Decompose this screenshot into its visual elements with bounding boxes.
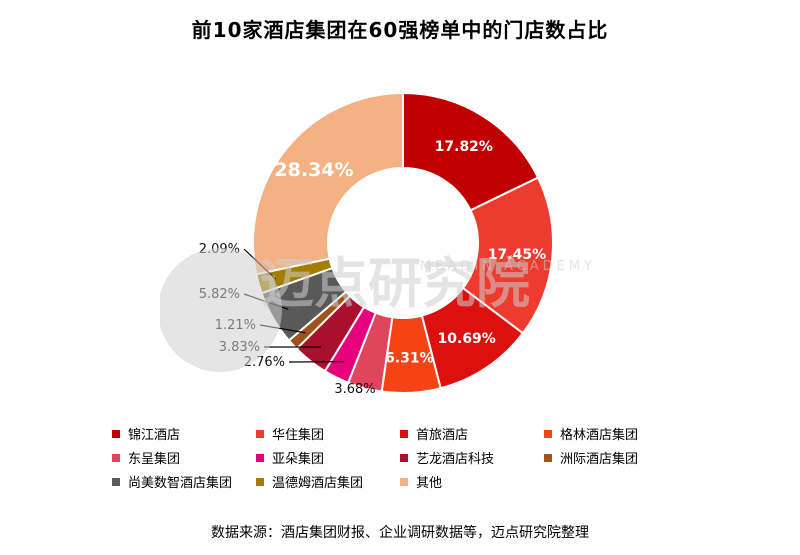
legend-item: 其他: [400, 472, 544, 491]
legend-swatch: [544, 429, 552, 438]
legend-label: 艺龙酒店科技: [416, 452, 495, 467]
legend-label: 东呈集团: [128, 452, 181, 467]
legend-swatch: [256, 453, 264, 462]
donut-slices: [252, 91, 554, 394]
legend-swatch: [256, 477, 264, 486]
legend-item: 亚朵集团: [256, 448, 400, 467]
chart-title: 前10家酒店集团在60强榜单中的门店数占比: [191, 18, 609, 42]
legend-item: 华住集团: [256, 424, 400, 443]
legend-item: 锦江酒店: [112, 424, 256, 443]
slice-其他: [252, 91, 404, 276]
donut-chart: 17.82% 17.45% 10.69%6.31% 3.68% 2.76%3.83% 1.…: [199, 91, 554, 397]
legend-item: 东呈集团: [112, 448, 256, 467]
slice-label-温德姆酒店集团: 2.09%: [199, 242, 240, 257]
legend-label: 亚朵集团: [272, 452, 325, 467]
slice-label-东呈集团: 3.68%: [334, 382, 375, 397]
legend-swatch: [544, 453, 552, 462]
legend-item: 艺龙酒店科技: [400, 448, 544, 467]
legend-swatch: [400, 453, 408, 462]
slice-label-亚朵集团: 2.76%: [244, 355, 285, 370]
legend-swatch: [112, 477, 120, 486]
slice-锦江酒店: [402, 91, 540, 212]
legend-label: 华住集团: [272, 428, 325, 443]
legend-label: 洲际酒店集团: [560, 452, 639, 467]
slice-label-艺龙酒店科技: 3.83%: [219, 340, 260, 355]
legend-swatch: [400, 429, 408, 438]
slice-label-其他: 28.34%: [274, 159, 353, 181]
slice-label-格林酒店集团: 6.31%: [385, 350, 434, 366]
legend-label: 温德姆酒店集团: [272, 476, 364, 491]
source-note: 数据来源：酒店集团财报、企业调研数据等，迈点研究院整理: [211, 525, 589, 541]
legend-swatch: [112, 429, 120, 438]
legend-item: 温德姆酒店集团: [256, 472, 400, 491]
legend-item: 首旅酒店: [400, 424, 544, 443]
legend-label: 其他: [416, 476, 443, 491]
slice-label-锦江酒店: 17.82%: [435, 139, 493, 155]
legend-item: 尚美数智酒店集团: [112, 472, 256, 491]
legend-item: 格林酒店集团: [544, 424, 688, 443]
slice-华住集团: [461, 176, 554, 335]
legend-swatch: [400, 477, 408, 486]
legend-label: 格林酒店集团: [560, 428, 639, 443]
slice-label-洲际酒店集团: 1.21%: [215, 318, 256, 333]
slice-label-尚美数智酒店集团: 5.82%: [199, 287, 240, 302]
legend-label: 尚美数智酒店集团: [128, 476, 233, 491]
legend-label: 首旅酒店: [416, 428, 469, 443]
chart-legend: 锦江酒店 华住集团 首旅酒店 格林酒店集团东呈集团 亚朵集团 艺龙酒店科技 洲际酒店集团尚美…: [112, 424, 712, 491]
legend-swatch: [112, 453, 120, 462]
slice-label-华住集团: 17.45%: [488, 247, 546, 263]
legend-label: 锦江酒店: [128, 428, 181, 443]
slice-label-首旅酒店: 10.69%: [438, 331, 496, 347]
legend-item: 洲际酒店集团: [544, 448, 688, 467]
legend-swatch: [256, 429, 264, 438]
